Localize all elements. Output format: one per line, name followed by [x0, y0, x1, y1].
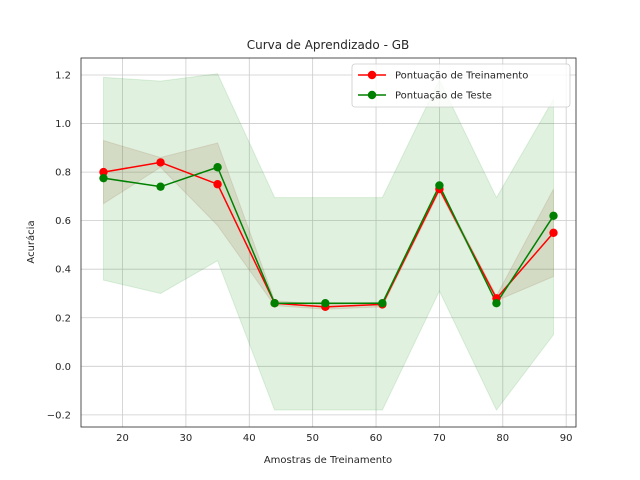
y-tick-label: 0.4 — [55, 265, 71, 276]
y-tick-labels: −0.2 0.0 0.2 0.4 0.6 0.8 1.0 1.2 — [47, 70, 71, 421]
point-series-1 — [99, 173, 108, 183]
x-tick-label: 90 — [560, 433, 573, 444]
legend-label-0: Pontuação de Treinamento — [395, 71, 528, 82]
y-axis-label: Acurácia — [25, 220, 37, 263]
point-series-1 — [213, 163, 222, 172]
point-series-0 — [213, 180, 222, 189]
x-tick-label: 40 — [243, 433, 256, 444]
series-points — [99, 158, 558, 312]
legend-box — [351, 63, 571, 108]
point-series-0 — [156, 158, 165, 167]
point-series-1 — [270, 298, 279, 308]
point-series-1 — [378, 298, 387, 308]
y-tick-label: 0.2 — [55, 313, 71, 324]
point-series-1 — [156, 182, 165, 191]
x-tick-label: 60 — [370, 433, 383, 444]
y-tick-label: 0.8 — [55, 168, 71, 179]
legend-marker-0 — [367, 70, 377, 80]
legend-marker-1 — [367, 90, 377, 100]
point-series-0 — [99, 167, 108, 177]
point-series-1 — [549, 211, 558, 220]
x-tick-label: 20 — [116, 433, 129, 444]
x-tick-label: 30 — [180, 433, 193, 444]
x-tick-label: 70 — [433, 433, 446, 444]
point-series-1 — [321, 298, 330, 308]
point-series-1 — [435, 181, 444, 190]
legend: Pontuação de Treinamento Pontuação de Tes… — [351, 63, 571, 108]
point-series-1 — [492, 298, 501, 308]
plot-area — [80, 57, 577, 428]
legend-label-1: Pontuação de Teste — [395, 91, 492, 102]
x-tick-labels: 20 30 40 50 60 70 80 90 — [116, 433, 572, 444]
y-tick-label: 0.6 — [55, 216, 71, 227]
chart-title: Curva de Aprendizado - GB — [247, 38, 410, 52]
x-tick-label: 50 — [306, 433, 319, 444]
plot-frame — [80, 57, 577, 428]
y-tick-label: −0.2 — [47, 410, 71, 421]
y-tick-label: 0.0 — [55, 362, 71, 373]
band-series-1 — [103, 73, 554, 411]
point-series-0 — [549, 228, 558, 237]
y-tick-label: 1.2 — [55, 70, 71, 81]
x-tick-label: 80 — [496, 433, 509, 444]
plot-background — [81, 58, 576, 427]
x-axis-label: Amostras de Treinamento — [264, 455, 392, 466]
y-tick-label: 1.0 — [55, 119, 71, 130]
